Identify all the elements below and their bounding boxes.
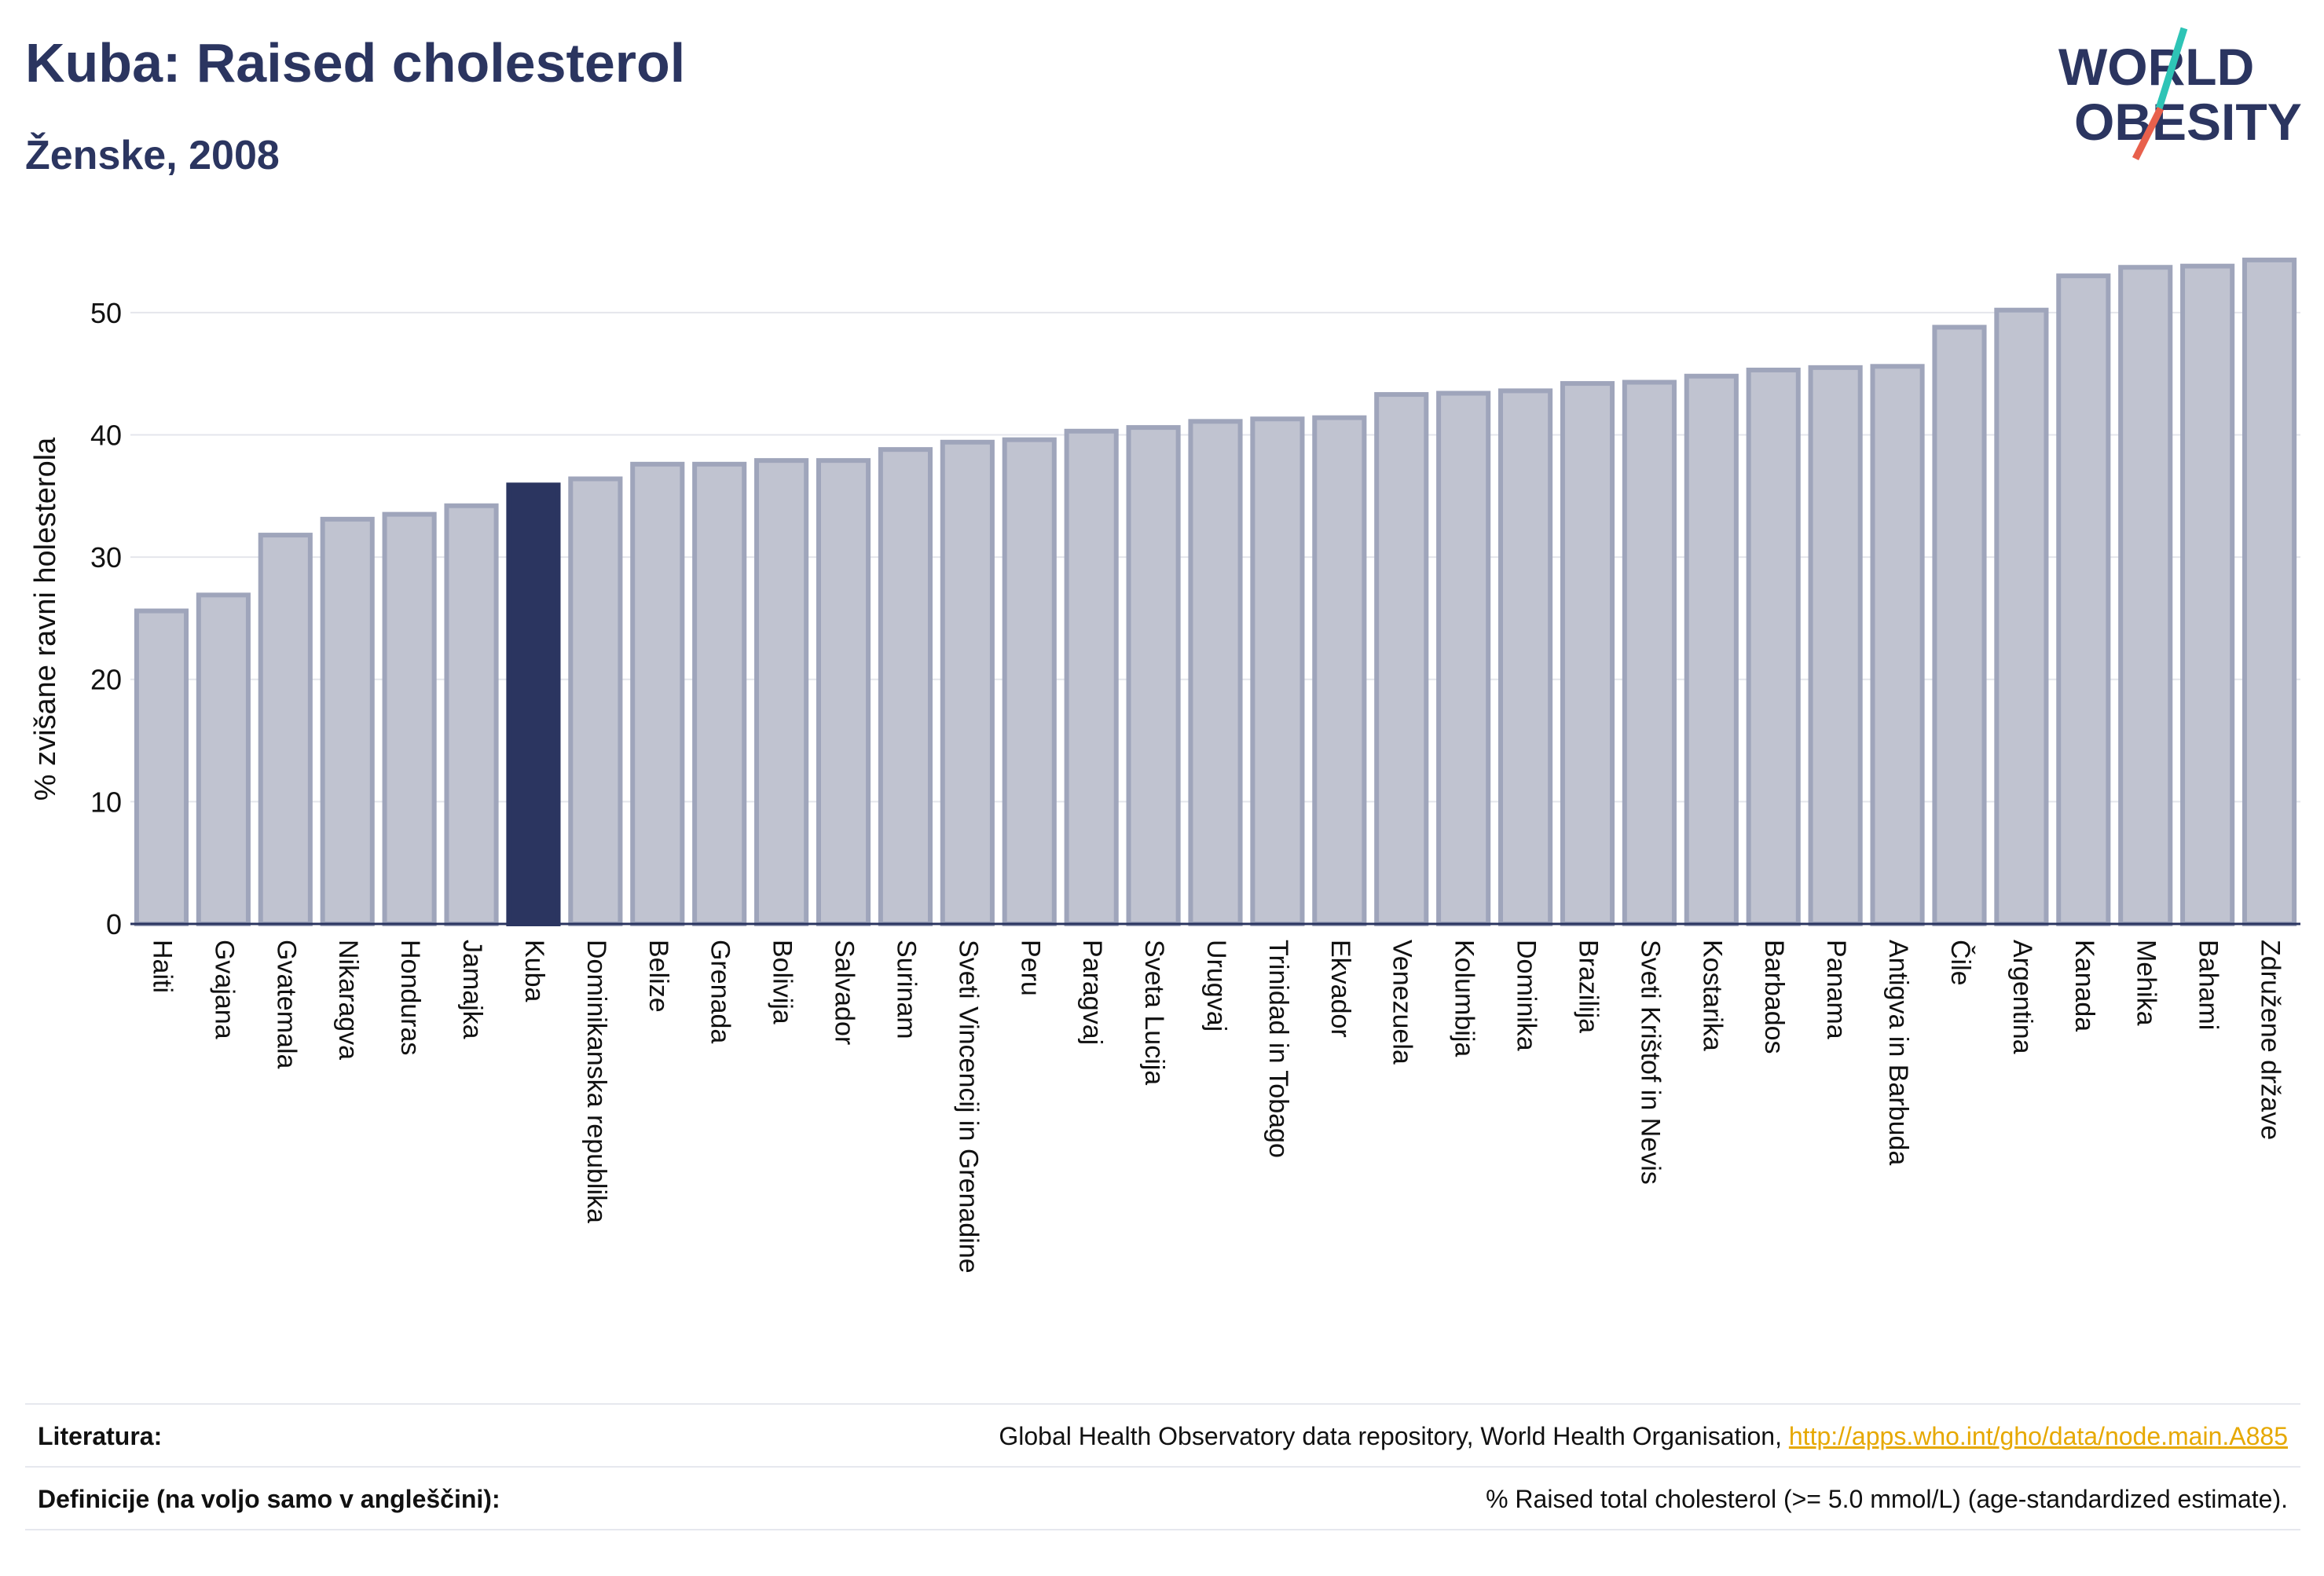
bar xyxy=(320,516,375,926)
x-tick-label: Urugvaj xyxy=(1201,940,1231,1032)
bar xyxy=(382,511,437,926)
x-tick-label: Dominika xyxy=(1512,940,1541,1051)
x-tick-label: Panama xyxy=(1821,940,1851,1039)
x-tick-label: Peru xyxy=(1015,940,1045,996)
x-tick-label: Surinam xyxy=(891,940,921,1039)
x-tick-label: Jamajka xyxy=(457,940,487,1039)
bar xyxy=(1808,365,1863,926)
bar xyxy=(2118,265,2173,926)
bar xyxy=(196,592,251,926)
x-tick-label: Antigva in Barbuda xyxy=(1883,940,1913,1165)
logo-line1: WORLD xyxy=(2058,38,2254,96)
bar xyxy=(1560,381,1615,926)
x-tick-label: Sveti Krištof in Nevis xyxy=(1635,940,1665,1185)
x-tick-label: Združene države xyxy=(2256,940,2286,1140)
bar xyxy=(816,458,871,926)
bar xyxy=(2180,263,2235,926)
bar xyxy=(692,461,747,926)
x-tick-label: Ekvador xyxy=(1325,940,1355,1038)
bar xyxy=(1932,324,1987,926)
source-label: Literatura: xyxy=(38,1422,163,1450)
bar xyxy=(1002,437,1057,926)
x-tick-label: Haiti xyxy=(147,940,177,993)
page-title: Kuba: Raised cholesterol xyxy=(25,32,686,93)
logo-slash-coral xyxy=(2132,106,2165,161)
x-tick-label: Kolumbija xyxy=(1450,940,1479,1057)
bar xyxy=(1870,364,1925,927)
x-tick-labels: Haiti Gvajana Gvatemala Nikaragva Honduras Ja… xyxy=(147,940,2285,1274)
y-tick-label: 0 xyxy=(106,908,122,940)
bar xyxy=(878,447,933,926)
x-tick-label: Sveti Vincencij in Grenadine xyxy=(953,940,983,1274)
x-tick-label: Brazilija xyxy=(1573,940,1603,1033)
bar xyxy=(258,533,313,926)
bar xyxy=(1374,392,1429,926)
x-tick-label: Trinidad in Tobago xyxy=(1263,940,1293,1158)
x-tick-label: Kuba xyxy=(519,940,549,1002)
x-tick-label: Nikaragva xyxy=(333,940,363,1060)
world-obesity-logo: WORLD OBESITY xyxy=(2058,27,2302,161)
source-text: Global Health Observatory data repositor… xyxy=(999,1422,1782,1450)
source-row: Literatura: Global Health Observatory da… xyxy=(25,1403,2300,1468)
bar xyxy=(1126,425,1181,926)
bar xyxy=(1250,416,1305,926)
definition-row: Definicije (na voljo samo v angleščini):… xyxy=(25,1466,2300,1530)
y-axis-label: % zvišane ravni holesterola xyxy=(29,437,62,801)
x-tick-label: Paragvaj xyxy=(1077,940,1107,1045)
x-tick-label: Salvador xyxy=(830,940,860,1045)
bar xyxy=(1994,307,2049,926)
bar xyxy=(2242,257,2297,926)
x-tick-label: Argentina xyxy=(2007,940,2037,1054)
y-tick-label: 40 xyxy=(90,419,122,451)
x-tick-label: Dominikanska republika xyxy=(581,940,611,1223)
bar xyxy=(1746,367,1801,926)
y-tick-labels: 0 10 20 30 40 50 xyxy=(90,297,122,940)
bar xyxy=(1622,379,1677,927)
x-tick-label: Gvajana xyxy=(209,940,239,1039)
x-tick-label: Venezuela xyxy=(1387,940,1417,1065)
bar xyxy=(134,608,189,926)
definition-text: % Raised total cholesterol (>= 5.0 mmol/… xyxy=(1486,1485,2288,1513)
bar xyxy=(1436,390,1491,926)
source-value: Global Health Observatory data repositor… xyxy=(999,1422,2288,1451)
x-tick-label: Gvatemala xyxy=(271,940,301,1068)
bar xyxy=(444,503,499,926)
x-tick-label: Barbados xyxy=(1759,940,1789,1054)
bar xyxy=(1188,419,1243,926)
x-tick-label: Kostarika xyxy=(1697,940,1727,1051)
bar-chart: 0 10 20 30 40 50 Haiti Gvajana Gvatemala Nikarag… xyxy=(29,257,2300,1274)
bars xyxy=(134,257,2297,927)
y-tick-label: 20 xyxy=(90,664,122,696)
x-tick-label: Grenada xyxy=(706,940,735,1043)
x-tick-label: Čile xyxy=(1945,940,1975,986)
x-tick-label: Bahami xyxy=(2194,940,2223,1030)
x-tick-label: Bolivija xyxy=(768,940,797,1024)
x-tick-label: Sveta Lucija xyxy=(1139,940,1169,1085)
bar xyxy=(1684,373,1739,926)
bar xyxy=(568,476,623,926)
bar-highlight xyxy=(506,482,561,926)
bar xyxy=(1064,428,1119,926)
logo-slash-teal xyxy=(2155,27,2188,110)
bar xyxy=(2056,273,2111,926)
source-link[interactable]: http://apps.who.int/gho/data/node.main.A… xyxy=(1788,1422,2288,1450)
page-subtitle: Ženske, 2008 xyxy=(25,133,280,178)
logo-line2: OBESITY xyxy=(2074,93,2302,151)
bar xyxy=(940,439,995,926)
bar xyxy=(1498,388,1553,926)
definition-label: Definicije (na voljo samo v angleščini): xyxy=(38,1485,500,1513)
x-tick-label: Honduras xyxy=(395,940,425,1055)
footer-bottom-rule xyxy=(25,1529,2300,1530)
x-tick-label: Belize xyxy=(643,940,673,1013)
y-tick-label: 10 xyxy=(90,786,122,818)
y-tick-label: 30 xyxy=(90,541,122,574)
bar xyxy=(1312,415,1367,926)
y-tick-label: 50 xyxy=(90,297,122,329)
bar xyxy=(754,458,809,926)
bar xyxy=(630,461,685,926)
x-tick-label: Mehika xyxy=(2132,940,2161,1026)
x-tick-label: Kanada xyxy=(2069,940,2099,1032)
